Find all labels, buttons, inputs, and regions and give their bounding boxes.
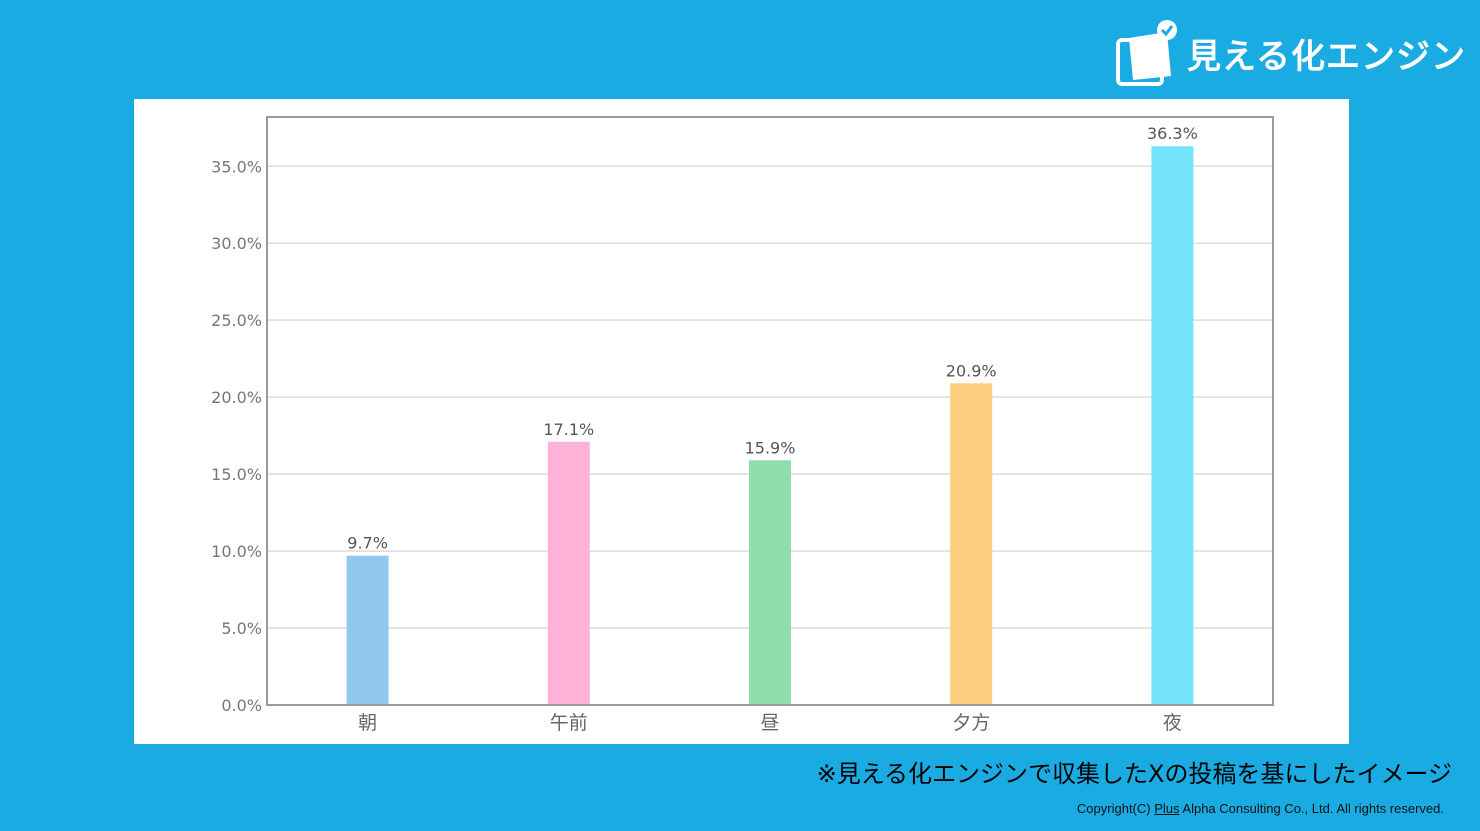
data-label: 20.9% (946, 361, 997, 380)
x-tick-label: 夜 (1163, 712, 1182, 734)
footnote: ※見える化エンジンで収集したXの投稿を基にしたイメージ (816, 760, 1452, 788)
copyright-plus: Plus (1154, 801, 1180, 816)
y-tick-label: 10.0% (211, 542, 262, 561)
bar (346, 555, 389, 705)
x-tick-label: 夕方 (952, 712, 990, 734)
y-tick-label: 15.0% (211, 465, 262, 484)
bar (1151, 146, 1194, 705)
brand: 見える化エンジン (1115, 18, 1466, 88)
y-tick-label: 5.0% (221, 619, 262, 638)
bar-chart: 0.0% 5.0% 10.0% 15.0% 20.0% 25.0% 30.0% 35.0% 9.… (211, 116, 1274, 734)
copyright: Copyright(C) Plus Alpha Consulting Co., … (1077, 801, 1444, 816)
x-tick-label: 昼 (760, 712, 779, 734)
y-tick-label: 20.0% (211, 388, 262, 407)
bar (950, 383, 993, 705)
document-check-icon (1116, 20, 1178, 86)
data-label: 36.3% (1147, 124, 1198, 143)
y-tick-label: 25.0% (211, 311, 262, 330)
copyright-suffix: Alpha Consulting Co., Ltd. All rights re… (1179, 801, 1444, 816)
y-tick-label: 0.0% (221, 696, 262, 715)
chart-panel: 0.0% 5.0% 10.0% 15.0% 20.0% 25.0% 30.0% 35.0% 9.… (134, 99, 1349, 744)
bar (749, 460, 791, 705)
brand-name: 見える化エンジン (1187, 36, 1466, 77)
copyright-prefix: Copyright(C) (1076, 801, 1155, 816)
data-label: 9.7% (347, 534, 388, 553)
x-tick-label: 朝 (358, 712, 377, 734)
data-label: 17.1% (543, 420, 594, 439)
y-tick-label: 35.0% (211, 157, 262, 176)
data-label: 15.9% (745, 438, 796, 457)
bar (547, 441, 590, 705)
plot-border (266, 116, 1274, 706)
x-tick-label: 午前 (550, 712, 588, 734)
y-tick-label: 30.0% (211, 234, 262, 253)
